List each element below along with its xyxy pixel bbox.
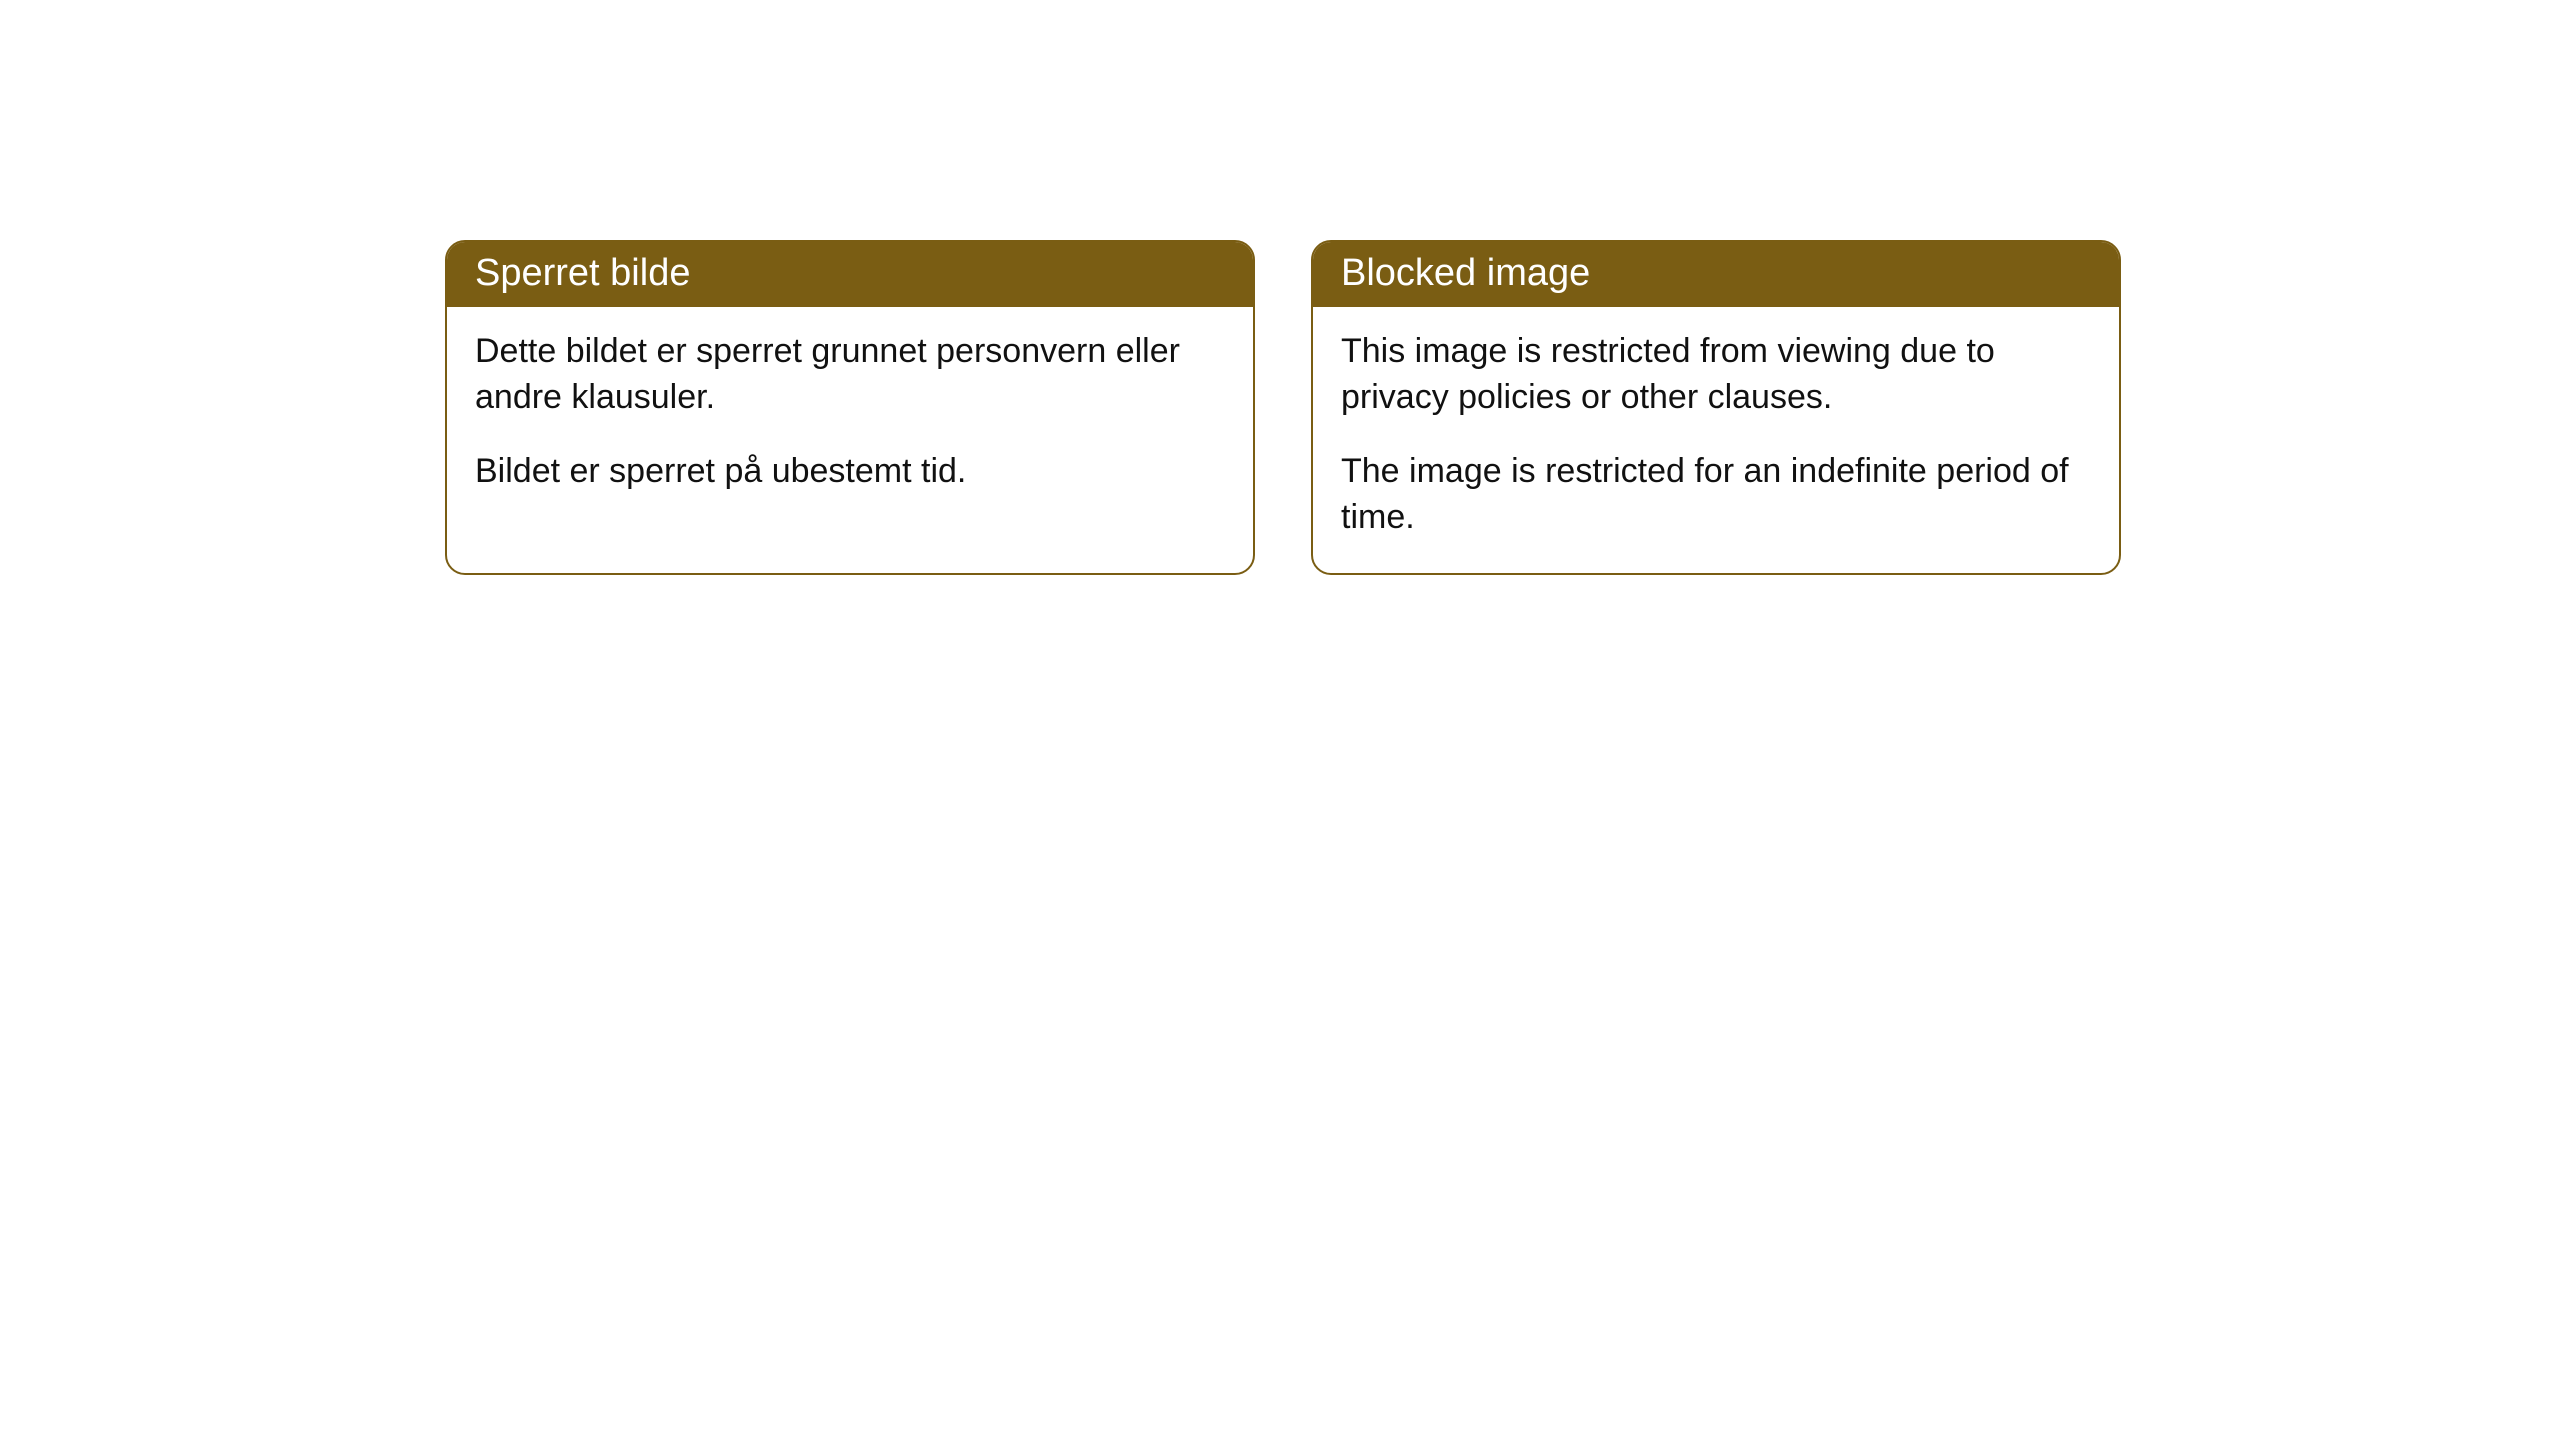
notice-para2-norwegian: Bildet er sperret på ubestemt tid. bbox=[475, 449, 1225, 495]
notice-container: Sperret bilde Dette bildet er sperret gr… bbox=[0, 0, 2560, 575]
notice-body-norwegian: Dette bildet er sperret grunnet personve… bbox=[447, 307, 1253, 527]
notice-card-english: Blocked image This image is restricted f… bbox=[1311, 240, 2121, 575]
notice-para1-norwegian: Dette bildet er sperret grunnet personve… bbox=[475, 329, 1225, 421]
notice-header-english: Blocked image bbox=[1313, 242, 2119, 307]
notice-para1-english: This image is restricted from viewing du… bbox=[1341, 329, 2091, 421]
notice-card-norwegian: Sperret bilde Dette bildet er sperret gr… bbox=[445, 240, 1255, 575]
notice-para2-english: The image is restricted for an indefinit… bbox=[1341, 449, 2091, 541]
notice-body-english: This image is restricted from viewing du… bbox=[1313, 307, 2119, 573]
notice-header-norwegian: Sperret bilde bbox=[447, 242, 1253, 307]
